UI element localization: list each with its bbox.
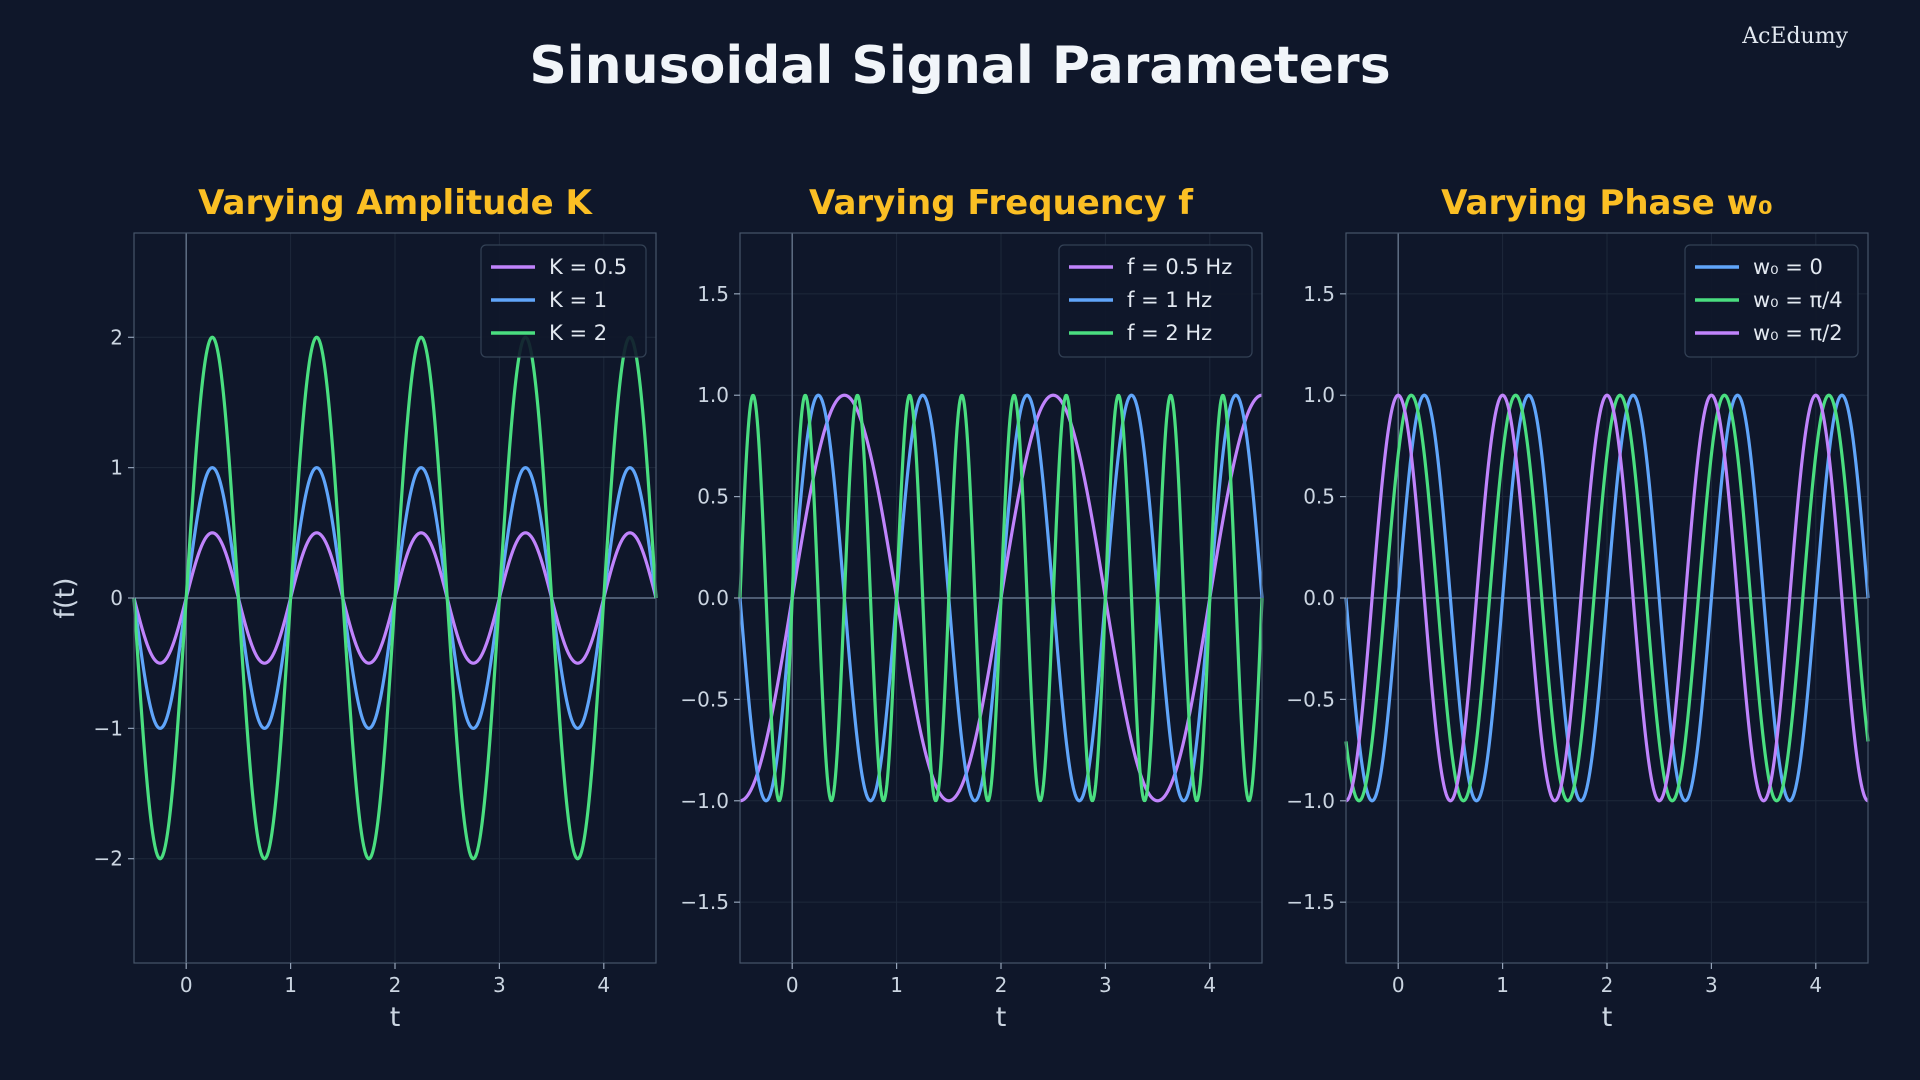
legend-label: w₀ = 0	[1753, 255, 1823, 279]
legend-box	[1058, 244, 1253, 358]
y-tick-label: 1	[110, 456, 123, 480]
y-tick-label: 0.0	[1303, 586, 1335, 610]
y-tick-label: −1.0	[1286, 789, 1335, 813]
y-tick-label: 1.5	[697, 282, 729, 306]
x-tick-label: 2	[389, 973, 402, 997]
legend-label: w₀ = π/2	[1753, 321, 1843, 345]
chart-panel-3: 0 1 2 3 4 −1.5 −1.0 −0.5 0.0 0.5 1.0 1.5 Varying Pha…	[1286, 183, 1870, 1033]
legend-box	[480, 244, 647, 358]
x-tick-label: 0	[1392, 973, 1405, 997]
legend: f = 0.5 Hz f = 1 Hz f = 2 Hz	[1058, 244, 1253, 358]
y-axis-label: f(t)	[50, 577, 81, 618]
y-tick-label: 1.0	[697, 383, 729, 407]
y-tick-label: 0	[110, 586, 123, 610]
series-line-3	[738, 393, 1264, 803]
x-tick-label: 1	[1496, 973, 1509, 997]
x-tick-label: 2	[995, 973, 1008, 997]
y-tick-label: 1.5	[1303, 282, 1335, 306]
x-tick-label: 1	[890, 973, 903, 997]
watermark-logo: AcEdumy	[1742, 24, 1848, 49]
page-title: Sinusoidal Signal Parameters	[529, 36, 1391, 96]
series-line-3	[132, 335, 658, 861]
legend-label: K = 1	[549, 288, 607, 312]
x-tick-label: 4	[1203, 973, 1216, 997]
legend-label: K = 0.5	[549, 255, 627, 279]
legend: w₀ = 0 w₀ = π/4 w₀ = π/2	[1684, 244, 1859, 358]
legend-label: f = 1 Hz	[1127, 288, 1212, 312]
y-tick-label: 0.5	[1303, 485, 1335, 509]
y-tick-label: −1.5	[1286, 890, 1335, 914]
x-tick-label: 3	[1099, 973, 1112, 997]
x-tick-label: 2	[1601, 973, 1614, 997]
x-tick-label: 3	[493, 973, 506, 997]
y-tick-label: 0.0	[697, 586, 729, 610]
y-tick-label: −0.5	[1286, 687, 1335, 711]
y-tick-label: 1.0	[1303, 383, 1335, 407]
y-tick-label: −1.0	[680, 789, 729, 813]
y-tick-label: −1.5	[680, 890, 729, 914]
chart-panel-1: 0 1 2 3 4 −2 −1 0 1 2 Varying Amplitude K t f(t) K = …	[50, 183, 658, 1033]
y-tick-label: −2	[94, 847, 123, 871]
x-tick-label: 0	[786, 973, 799, 997]
legend-label: K = 2	[549, 321, 607, 345]
chart-panel-2: 0 1 2 3 4 −1.5 −1.0 −0.5 0.0 0.5 1.0 1.5 Varying Fre…	[680, 183, 1264, 1033]
x-tick-label: 4	[597, 973, 610, 997]
series-line-3	[1345, 393, 1869, 803]
chart-title: Varying Phase w₀	[1441, 183, 1773, 223]
chart-title: Varying Frequency f	[809, 183, 1194, 223]
x-tick-label: 3	[1705, 973, 1718, 997]
legend-box	[1684, 244, 1859, 358]
x-tick-label: 1	[284, 973, 297, 997]
x-axis-label: t	[390, 1002, 401, 1033]
legend-label: w₀ = π/4	[1753, 288, 1843, 312]
y-tick-label: 2	[110, 325, 123, 349]
y-tick-label: −1	[94, 716, 123, 740]
series-line-1	[1344, 393, 1870, 803]
legend: K = 0.5 K = 1 K = 2	[480, 244, 647, 358]
legend-label: f = 2 Hz	[1127, 321, 1212, 345]
x-axis-label: t	[1602, 1002, 1613, 1033]
x-tick-label: 0	[180, 973, 193, 997]
x-axis-label: t	[996, 1002, 1007, 1033]
x-tick-label: 4	[1809, 973, 1822, 997]
chart-title: Varying Amplitude K	[198, 183, 593, 223]
y-tick-label: 0.5	[697, 485, 729, 509]
legend-label: f = 0.5 Hz	[1127, 255, 1232, 279]
y-tick-label: −0.5	[680, 687, 729, 711]
series-line-2	[1344, 393, 1870, 803]
